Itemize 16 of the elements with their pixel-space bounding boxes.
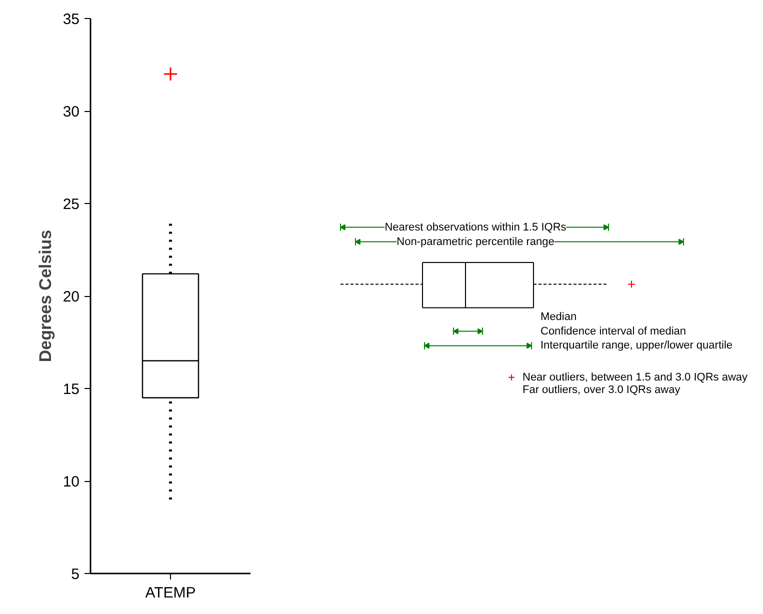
y-axis-title: Degrees Celsius: [36, 230, 55, 362]
text: Median: [540, 310, 577, 323]
y-tick-label: 5: [71, 566, 80, 583]
text: Interquartile range, upper/lower quartile: [540, 340, 733, 352]
y-tick-label: 35: [62, 11, 80, 28]
y-tick-label: 25: [62, 196, 80, 213]
text: Far outliers, over 3.0 IQRs away: [522, 384, 681, 396]
y-tick-label: 10: [62, 474, 80, 490]
text: Non-parametric percentile range: [396, 236, 554, 248]
x-tick-label: ATEMP: [145, 584, 196, 602]
text: Near outliers, between 1.5 and 3.0 IQRs away: [522, 371, 748, 384]
y-tick-label: 15: [62, 381, 80, 398]
y-tick-label: 20: [62, 288, 80, 306]
text: Confidence interval of median: [540, 325, 686, 338]
y-tick-label: 30: [62, 104, 80, 120]
text: Nearest observations within 1.5 IQRs: [384, 221, 567, 234]
